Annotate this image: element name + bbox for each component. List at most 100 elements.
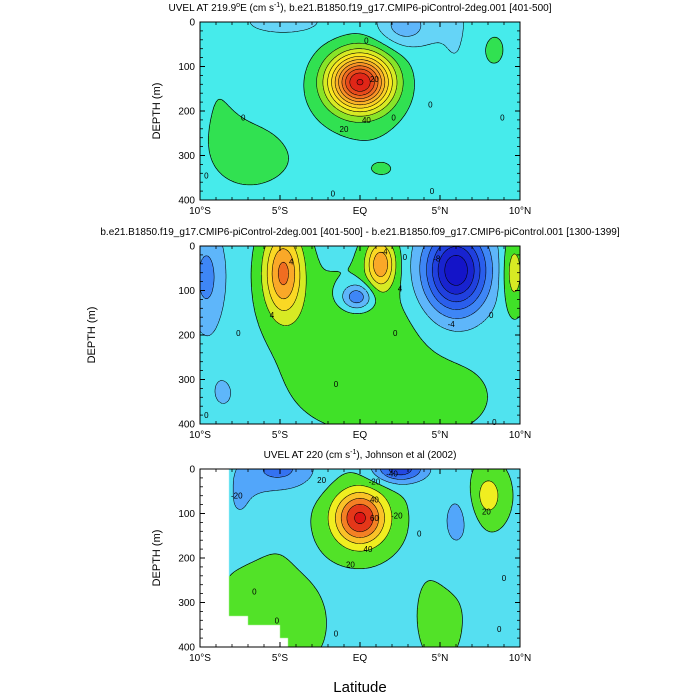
contour-label: 40 (370, 495, 379, 504)
contour-label: 0 (500, 114, 505, 123)
y-tick-label: 400 (178, 643, 195, 654)
x-tick-label: 10°N (509, 206, 531, 217)
contour-line-70 (341, 65, 379, 99)
x-tick-label: 5°S (272, 430, 289, 441)
x-tick-label: EQ (353, 653, 368, 664)
contour-label: 0 (430, 187, 435, 196)
contour-line-80 (345, 68, 375, 96)
contour-label: 0 (364, 37, 369, 46)
contour-label: 0 (492, 418, 497, 427)
contour-line--12 (444, 255, 468, 286)
y-axis-label: DEPTH (m) (86, 307, 98, 364)
y-tick-label: 0 (189, 465, 195, 476)
contour-line-40 (335, 492, 385, 544)
contour-line-90 (349, 72, 371, 92)
contour-line-30 (327, 52, 393, 113)
x-tick-label: 5°S (272, 653, 289, 664)
contour-label: 0 (331, 189, 336, 198)
contour-line-60 (340, 498, 380, 538)
panel-2: 4 4 -4 4 0 -8 -4 0 0 0 0 0 0 10°S 5°S EQ 5°N 10°N 0 100 200 3… (86, 227, 620, 441)
contour-label: 0 (403, 253, 408, 262)
contour-label: 0 (204, 411, 209, 420)
contour-line-100 (356, 78, 364, 86)
contour-label: 40 (362, 116, 371, 125)
contour-label: 20 (482, 507, 491, 516)
y-axis-label: DEPTH (m) (151, 530, 163, 587)
contour-label: -20 (231, 492, 243, 501)
x-tick-label: EQ (353, 206, 368, 217)
y-tick-label: 400 (178, 420, 195, 431)
y-tick-label: 100 (178, 286, 195, 297)
y-tick-label: 300 (178, 598, 195, 609)
contour-line-4 (266, 245, 393, 311)
contour-line--10 (437, 246, 475, 295)
y-axis-label: DEPTH (m) (151, 83, 163, 140)
contour-label: 0 (236, 329, 241, 338)
contour-label: 0 (241, 114, 246, 123)
y-tick-label: 200 (178, 554, 195, 565)
contour-line-20 (322, 48, 398, 117)
contour-line--60 (388, 468, 412, 476)
contour-label: 60 (370, 514, 379, 523)
x-tick-label: 5°N (432, 430, 449, 441)
contour-label: 4 (270, 311, 275, 320)
contour-label: 4 (289, 258, 294, 267)
panel-2-fill (200, 246, 520, 424)
x-tick-label: 10°S (189, 430, 211, 441)
contour-label: 20 (346, 561, 355, 570)
y-tick-label: 300 (178, 151, 195, 162)
contour-line-8 (278, 261, 289, 286)
panel-1-fill (200, 22, 520, 200)
contour-label: -40 (386, 469, 398, 478)
contour-label: 0 (417, 530, 422, 539)
contour-label: 20 (317, 476, 326, 485)
contour-label: 0 (393, 329, 398, 338)
contour-line-60 (338, 62, 382, 102)
contour-label: 0 (334, 630, 339, 639)
contour-label: 40 (364, 545, 373, 554)
contour-label: 0 (428, 100, 433, 109)
contour-line-2 (261, 245, 521, 326)
contour-line-100 (354, 511, 366, 524)
y-tick-label: 0 (189, 18, 195, 29)
y-tick-label: 200 (178, 107, 195, 118)
contour-label: 0 (252, 587, 257, 596)
x-tick-label: 10°N (509, 653, 531, 664)
y-tick-label: 0 (189, 242, 195, 253)
contour-line--20 (390, 21, 422, 37)
x-tick-label: 10°S (189, 206, 211, 217)
contour-label: -8 (433, 254, 441, 263)
contour-label: 0 (489, 311, 494, 320)
contour-label: 0 (497, 625, 502, 634)
panel-title: b.e21.B1850.f19_g17.CMIP6-piControl-2deg… (100, 227, 619, 238)
contour-line--6 (426, 245, 487, 310)
y-tick-label: 200 (178, 331, 195, 342)
y-tick-label: 300 (178, 375, 195, 386)
contour-label: -20 (391, 512, 403, 521)
x-axis-label: Latitude (333, 679, 386, 696)
y-tick-label: 100 (178, 62, 195, 73)
x-tick-label: 5°N (432, 653, 449, 664)
contour-line-80 (346, 504, 374, 532)
contour-line--10 (250, 21, 464, 54)
x-tick-label: 10°N (509, 430, 531, 441)
contour-line-10 (316, 42, 404, 123)
contour-line--40 (263, 468, 421, 480)
panel-title: UVEL AT 219.9oE (cm s-1), b.e21.B1850.f1… (169, 2, 552, 14)
contour-line-40 (331, 56, 389, 109)
contour-line-20 (327, 480, 499, 552)
x-tick-label: 5°S (272, 206, 289, 217)
contour-line-6 (271, 248, 388, 300)
contour-label: 0 (502, 574, 507, 583)
contour-line-50 (334, 59, 386, 106)
contour-label: 20 (340, 125, 349, 134)
contour-label: 20 (370, 75, 379, 84)
panel-3-fill (200, 469, 520, 647)
contour-label: -20 (369, 477, 381, 486)
contour-label: 0 (204, 172, 209, 181)
contour-label: 0 (334, 380, 339, 389)
